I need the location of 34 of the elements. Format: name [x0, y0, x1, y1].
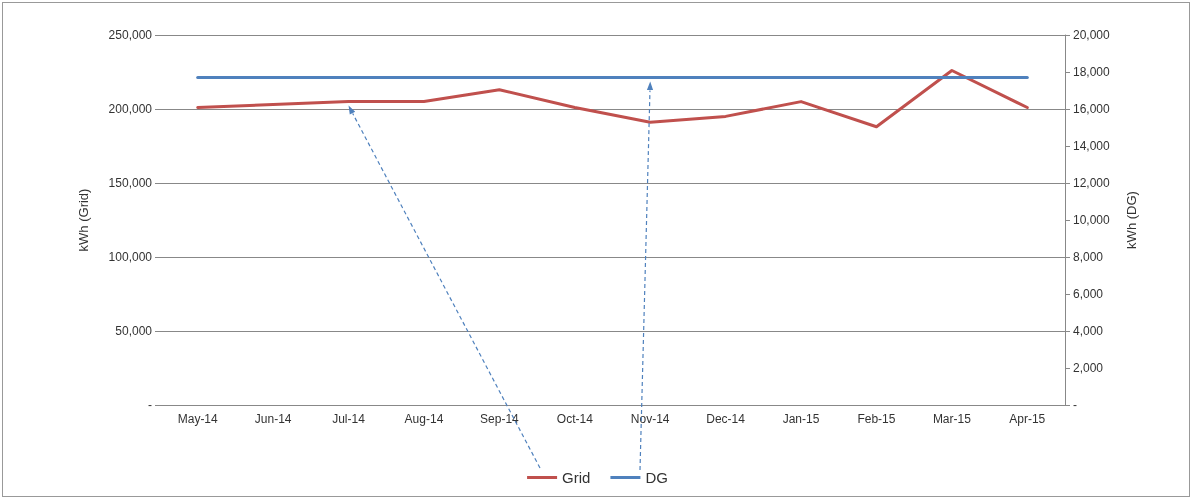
y2-tick-label: 18,000	[1073, 65, 1111, 79]
x-tick-label: Dec-14	[706, 412, 746, 426]
y2-tick-label: 2,000	[1073, 361, 1104, 375]
x-tick-label: Jan-15	[782, 412, 820, 426]
y2-tick-label: -	[1073, 398, 1077, 412]
y2-axis-title: kWh (DG)	[1124, 191, 1139, 249]
x-tick-label: Jul-14	[332, 412, 366, 426]
y2-tick-label: 6,000	[1073, 287, 1104, 301]
y2-tick-label: 12,000	[1073, 176, 1111, 190]
y2-tick-label: 4,000	[1073, 324, 1104, 338]
x-tick-label: Nov-14	[630, 412, 670, 426]
legend-label: DG	[645, 469, 668, 486]
y-tick-label: 200,000	[108, 102, 153, 116]
legend-label: Grid	[562, 469, 591, 486]
x-tick-label: Sep-14	[480, 412, 520, 426]
y-tick-label: 150,000	[108, 176, 153, 190]
y2-tick-label: 10,000	[1073, 213, 1111, 227]
y-tick-label: 250,000	[108, 28, 153, 42]
y-tick-label: 50,000	[115, 324, 153, 338]
x-tick-label: Oct-14	[556, 412, 594, 426]
x-tick-label: May-14	[177, 412, 219, 426]
y2-tick-label: 20,000	[1073, 28, 1111, 42]
y2-tick-label: 14,000	[1073, 139, 1111, 153]
y-axis-title: kWh (Grid)	[76, 188, 91, 252]
x-tick-label: Feb-15	[857, 412, 896, 426]
x-tick-label: Aug-14	[404, 412, 444, 426]
y2-tick-label: 8,000	[1073, 250, 1104, 264]
x-tick-label: Apr-15	[1009, 412, 1046, 426]
y2-tick-label: 16,000	[1073, 102, 1111, 116]
x-tick-label: Mar-15	[932, 412, 972, 426]
line-series	[196, 69, 1029, 129]
x-tick-label: Jun-14	[254, 412, 292, 426]
y-tick-label: -	[148, 398, 152, 412]
y-tick-label: 100,000	[108, 250, 153, 264]
